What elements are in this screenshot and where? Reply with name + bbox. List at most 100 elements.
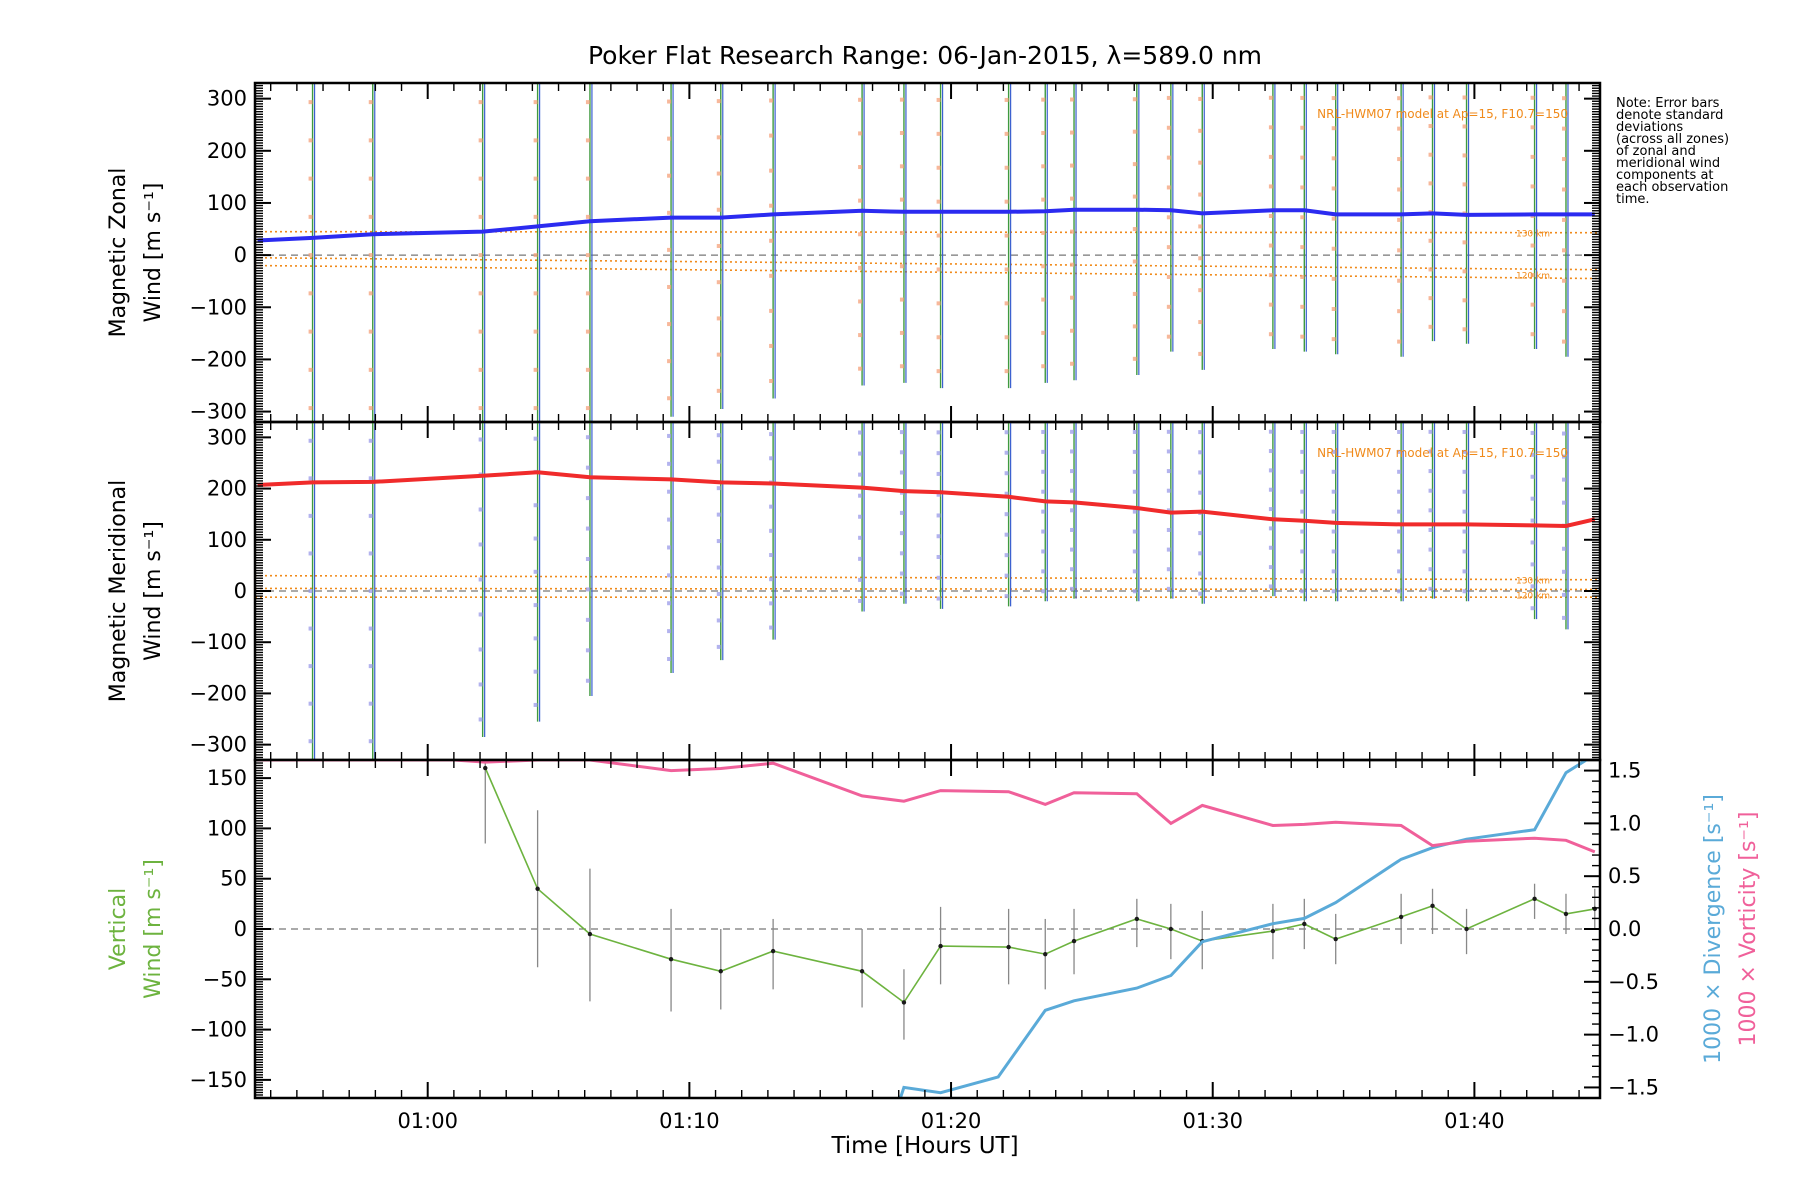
scatter-point [1561, 248, 1566, 253]
scatter-point [1331, 529, 1336, 534]
scatter-point [1268, 545, 1273, 550]
scatter-point [1397, 309, 1402, 314]
scatter-point [1268, 526, 1273, 531]
scatter-point [1166, 155, 1171, 160]
scatter-point [1530, 584, 1535, 589]
scatter-point [1132, 569, 1137, 574]
scatter-point [1300, 529, 1305, 534]
scatter-point [769, 308, 774, 313]
vertical-wind-point [1398, 914, 1404, 920]
scatter-point [769, 273, 774, 278]
x-tick-label: 01:40 [1444, 1109, 1505, 1133]
scatter-point [769, 601, 774, 606]
scatter-point [769, 504, 774, 509]
scatter-point [533, 100, 538, 105]
scatter-point [1198, 490, 1203, 495]
scatter-point [769, 238, 774, 243]
scatter-point [478, 406, 483, 411]
scatter-point [716, 512, 721, 517]
scatter-point [368, 291, 373, 296]
scatter-point [1198, 430, 1203, 435]
y-axis-title: Wind [m s⁻¹] [141, 859, 166, 999]
scatter-point [1397, 429, 1402, 434]
y-tick-label: 0 [234, 579, 247, 603]
scatter-point [1300, 429, 1305, 434]
scatter-point [1397, 529, 1402, 534]
scatter-point [1041, 549, 1046, 554]
scatter-point [585, 100, 590, 105]
scatter-point [1070, 527, 1075, 532]
divergence-line [898, 760, 1590, 1098]
scatter-point [533, 503, 538, 508]
scatter-point [1300, 215, 1305, 220]
scatter-point [308, 438, 313, 443]
scatter-point [1041, 364, 1046, 369]
note-line: time. [1616, 192, 1650, 207]
scatter-point [1070, 361, 1075, 366]
scatter-point [585, 291, 590, 296]
scatter-point [1070, 130, 1075, 135]
vertical-wind-point [859, 969, 865, 974]
scatter-point [368, 406, 373, 411]
scatter-point [1198, 571, 1203, 576]
scatter-point [368, 367, 373, 372]
scatter-point [1004, 573, 1009, 578]
scatter-point [1462, 529, 1467, 534]
scatter-point [1462, 298, 1467, 303]
scatter-point [1561, 569, 1566, 574]
y-tick-label: 200 [207, 139, 247, 163]
model-alt-label: 130 km [1516, 230, 1550, 240]
scatter-point [1041, 197, 1046, 202]
scatter-point [533, 702, 538, 707]
model-alt-label: 120 km [1516, 272, 1550, 282]
scatter-point [1428, 124, 1433, 129]
scatter-point [1397, 96, 1402, 101]
scatter-point [1300, 334, 1305, 339]
scatter-point [1561, 126, 1566, 131]
figure-title: Poker Flat Research Range: 06-Jan-2015, … [588, 41, 1262, 70]
scatter-point [1397, 589, 1402, 594]
scatter-point [1331, 126, 1336, 131]
scatter-point [1428, 508, 1433, 513]
scatter-point [769, 98, 774, 103]
scatter-point [478, 542, 483, 547]
scatter-point [667, 247, 672, 252]
scatter-point [1166, 586, 1171, 591]
scatter-point [1331, 429, 1336, 434]
scatter-point [667, 601, 672, 606]
scatter-point [899, 430, 904, 435]
scatter-point [368, 100, 373, 105]
scatter-point [858, 299, 863, 304]
scatter-point [1331, 589, 1336, 594]
scatter-point [585, 678, 590, 683]
scatter-point [1268, 213, 1273, 218]
scatter-point [1070, 97, 1075, 102]
scatter-point [1132, 259, 1137, 264]
scatter-point [478, 682, 483, 687]
scatter-point [1561, 454, 1566, 459]
model-line [255, 574, 1600, 581]
scatter-point [1397, 126, 1402, 131]
scatter-point [899, 297, 904, 302]
scatter-point [585, 138, 590, 143]
scatter-point [667, 433, 672, 438]
scatter-point [1004, 491, 1009, 496]
scatter-point [667, 322, 672, 327]
scatter-point [1004, 532, 1009, 537]
scatter-point [1004, 512, 1009, 517]
scatter-point [716, 565, 721, 570]
scatter-point [1166, 567, 1171, 572]
scatter-point [1300, 589, 1305, 594]
scatter-point [1331, 469, 1336, 474]
scatter-point [1198, 128, 1203, 133]
scatter-point [1462, 549, 1467, 554]
scatter-point [1268, 302, 1273, 307]
scatter-point [308, 664, 313, 669]
scatter-point [667, 284, 672, 289]
scatter-point [368, 138, 373, 143]
scatter-point [716, 486, 721, 491]
scatter-point [936, 267, 941, 272]
scatter-point [1462, 509, 1467, 514]
scatter-point [1166, 215, 1171, 220]
